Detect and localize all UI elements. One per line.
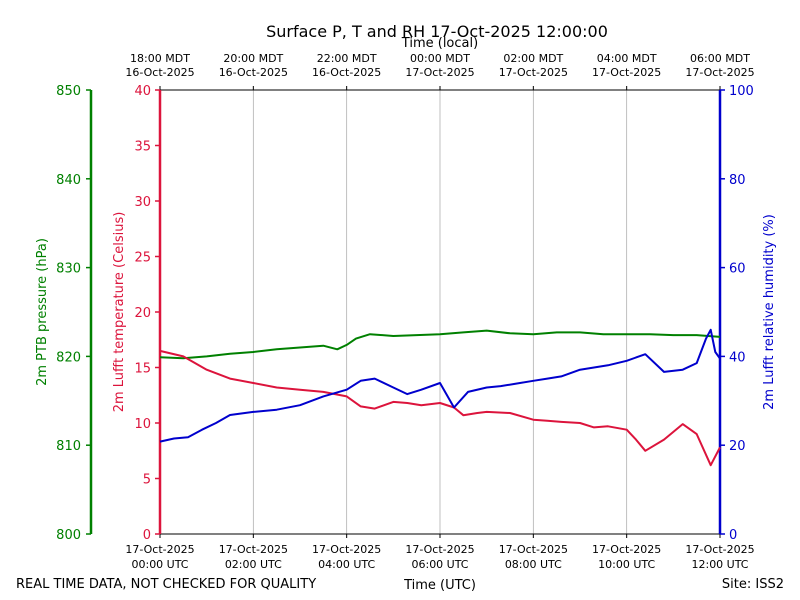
x-tick-label-local-date: 17-Oct-2025	[499, 66, 568, 79]
x-tick-label-utc-date: 17-Oct-2025	[592, 543, 661, 556]
temperature-tick-label: 35	[134, 140, 151, 155]
humidity-tick-label: 20	[729, 439, 746, 454]
x-tick-label-utc-date: 17-Oct-2025	[405, 543, 474, 556]
pressure-tick-label: 830	[56, 262, 81, 277]
chart-title: Surface P, T and RH 17-Oct-2025 12:00:00	[266, 22, 608, 41]
x-tick-label-utc-time: 02:00 UTC	[225, 558, 282, 571]
x-tick-label-local-time: 02:00 MDT	[503, 52, 563, 65]
x-tick-label-utc-time: 04:00 UTC	[318, 558, 375, 571]
x-tick-label-local-date: 17-Oct-2025	[685, 66, 754, 79]
x-tick-label-utc-time: 10:00 UTC	[598, 558, 655, 571]
x-tick-label-utc-time: 06:00 UTC	[411, 558, 468, 571]
temperature-series-line	[159, 349, 721, 467]
top-axis-label: Time (local)	[401, 36, 478, 51]
x-tick-label-local-time: 22:00 MDT	[317, 52, 377, 65]
temperature-tick-label: 20	[134, 306, 151, 321]
pressure-tick-label: 810	[56, 439, 81, 454]
pressure-tick-label: 840	[56, 173, 81, 188]
x-tick-label-local-date: 16-Oct-2025	[219, 66, 288, 79]
temperature-tick-label: 25	[134, 251, 151, 266]
quality-disclaimer: REAL TIME DATA, NOT CHECKED FOR QUALITY	[16, 577, 316, 592]
pressure-tick-label: 820	[56, 350, 81, 365]
x-axis-label: Time (UTC)	[403, 578, 476, 593]
x-tick-label-utc-date: 17-Oct-2025	[685, 543, 754, 556]
temperature-tick-label: 10	[134, 417, 151, 432]
pressure-axis-label: 2m PTB pressure (hPa)	[35, 238, 50, 386]
x-tick-label-local-date: 17-Oct-2025	[405, 66, 474, 79]
humidity-tick-label: 40	[729, 350, 746, 365]
temperature-tick-label: 15	[134, 362, 151, 377]
x-tick-label-utc-time: 00:00 UTC	[131, 558, 188, 571]
temperature-tick-label: 5	[143, 473, 151, 488]
x-tick-label-utc-date: 17-Oct-2025	[219, 543, 288, 556]
x-tick-label-local-date: 16-Oct-2025	[125, 66, 194, 79]
humidity-tick-label: 80	[729, 173, 746, 188]
humidity-tick-label: 60	[729, 262, 746, 277]
humidity-tick-label: 100	[729, 84, 754, 99]
x-tick-label-local-time: 18:00 MDT	[130, 52, 190, 65]
x-tick-label-utc-date: 17-Oct-2025	[125, 543, 194, 556]
x-tick-label-local-time: 04:00 MDT	[597, 52, 657, 65]
pressure-series-line	[159, 329, 721, 360]
x-tick-label-local-time: 06:00 MDT	[690, 52, 750, 65]
humidity-tick-label: 0	[729, 528, 737, 543]
pressure-tick-label: 850	[56, 84, 81, 99]
x-tick-label-local-time: 20:00 MDT	[223, 52, 283, 65]
x-tick-label-utc-time: 12:00 UTC	[691, 558, 748, 571]
humidity-series-line	[159, 328, 721, 443]
temperature-tick-label: 40	[134, 84, 151, 99]
humidity-axis-label: 2m Lufft relative humidity (%)	[762, 214, 777, 410]
temperature-axis-label: 2m Lufft temperature (Celsius)	[112, 212, 127, 413]
x-tick-label-local-date: 16-Oct-2025	[312, 66, 381, 79]
x-tick-label-utc-date: 17-Oct-2025	[499, 543, 568, 556]
x-tick-label-local-date: 17-Oct-2025	[592, 66, 661, 79]
temperature-tick-label: 0	[143, 528, 151, 543]
temperature-tick-label: 30	[134, 195, 151, 210]
x-tick-label-utc-time: 08:00 UTC	[505, 558, 562, 571]
pressure-tick-label: 800	[56, 528, 81, 543]
x-tick-label-local-time: 00:00 MDT	[410, 52, 470, 65]
site-label: Site: ISS2	[722, 577, 784, 592]
x-tick-label-utc-date: 17-Oct-2025	[312, 543, 381, 556]
